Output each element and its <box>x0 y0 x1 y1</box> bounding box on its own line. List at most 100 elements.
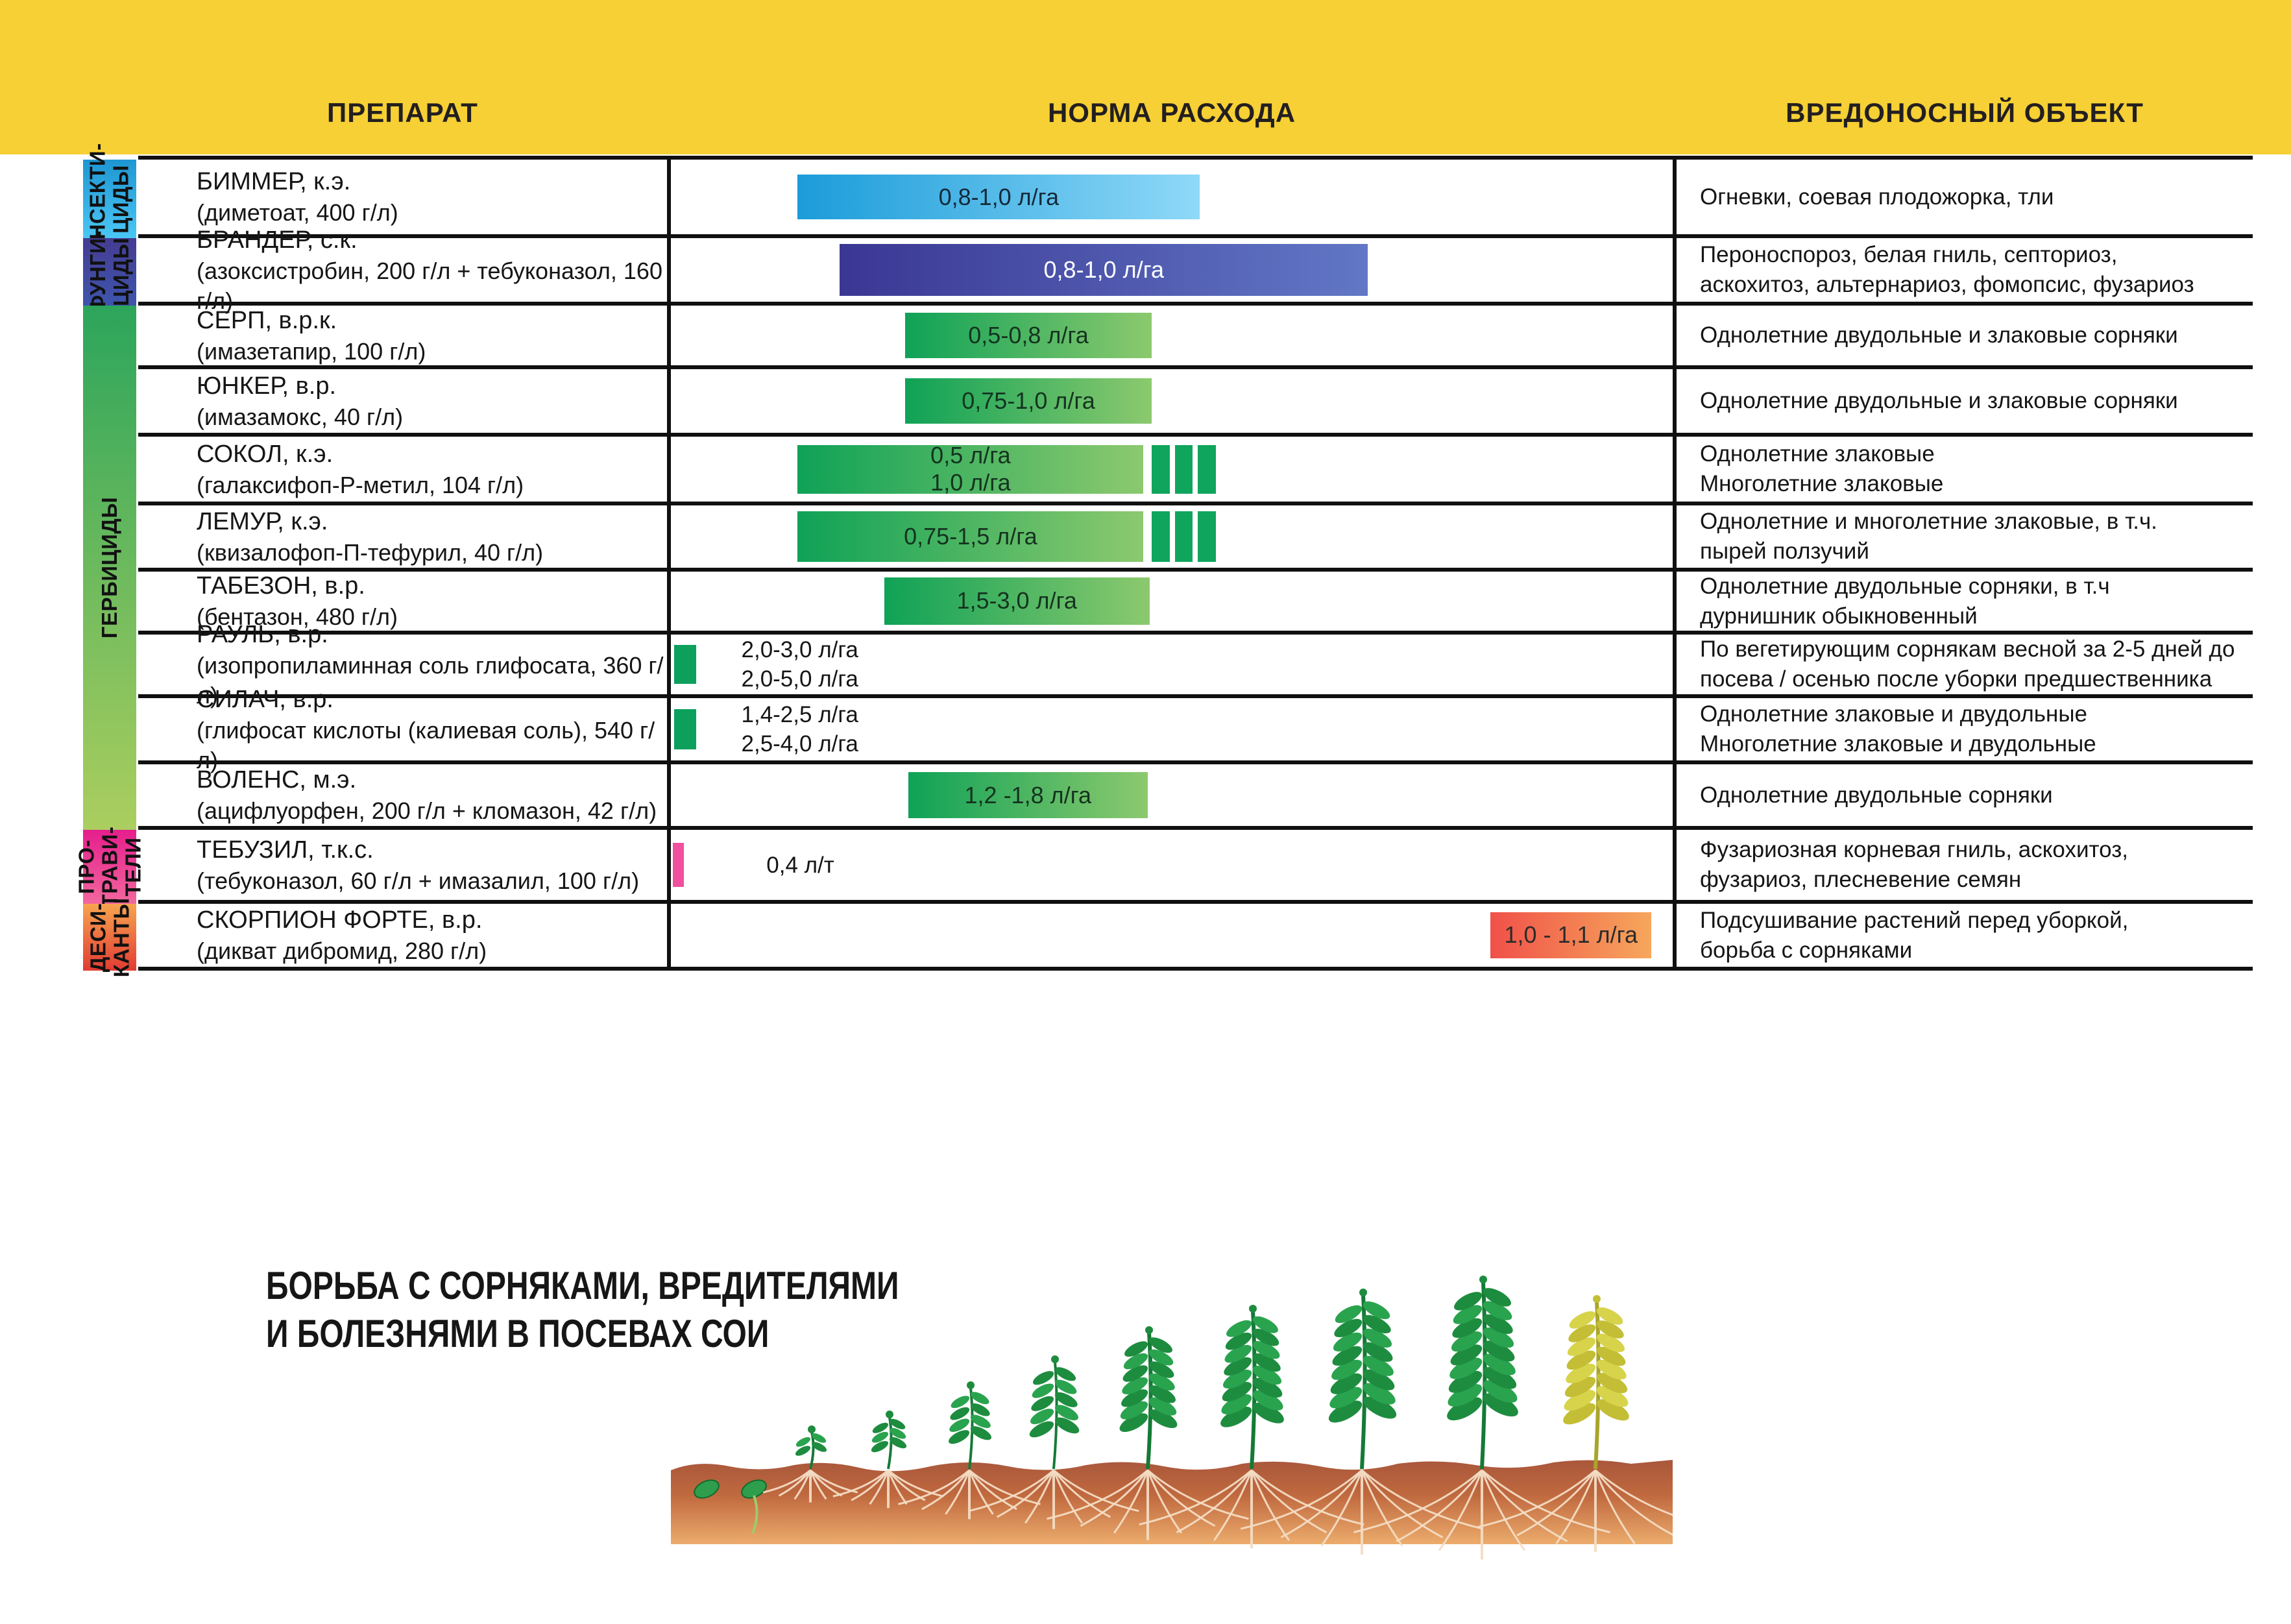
seed <box>694 1479 720 1499</box>
column-divider-2 <box>1673 156 1677 971</box>
plant-top-bud <box>967 1381 975 1389</box>
roots <box>969 1469 1041 1505</box>
rate-cell: 1,2 -1,8 л/га <box>671 764 1677 826</box>
leaf <box>1252 1316 1278 1333</box>
roots <box>996 1470 1055 1518</box>
leaf <box>1596 1399 1629 1421</box>
rate-bar: 1,2 -1,8 л/га <box>908 771 1148 819</box>
roots <box>1047 1469 1148 1520</box>
leaf <box>1124 1341 1148 1357</box>
roots <box>1053 1469 1139 1512</box>
plant-top-bud <box>1145 1326 1153 1334</box>
roots <box>1139 1469 1252 1526</box>
growth-illustration <box>671 1276 1673 1560</box>
leaf <box>1220 1406 1252 1427</box>
stem <box>1360 1294 1367 1470</box>
roots <box>1438 1470 1483 1551</box>
rate-label: 2,0-3,0 л/га <box>741 637 858 662</box>
plant-top-bud <box>1249 1305 1257 1313</box>
rate-label: 2,5-4,0 л/га <box>741 731 858 757</box>
rate-cell: 1,5-3,0 л/га <box>671 572 1677 631</box>
table-row: БИММЕР, к.э. (диметоат, 400 г/л) 0,8-1,0 л… <box>138 160 2253 238</box>
target-cell: Огневки, соевая плодожорка, тли <box>1677 160 2253 234</box>
roots <box>1481 1470 1568 1542</box>
leaf <box>1332 1346 1363 1366</box>
roots <box>968 1470 1017 1510</box>
target-cell: Однолетние двудольные и злаковые сорняки <box>1677 369 2253 433</box>
target-cell: Однолетние злаковые Многолетние злаковые <box>1677 437 2253 502</box>
rate-label: 0,5-0,8 л/га <box>968 321 1089 348</box>
leaf <box>1454 1292 1483 1311</box>
roots <box>1594 1470 1673 1536</box>
rate-bar-segment <box>1151 511 1170 563</box>
target-text: Однолетние двудольные сорняки, в т.ч <box>1700 573 2110 599</box>
rate-swatch <box>673 709 696 750</box>
roots <box>1361 1469 1484 1530</box>
soil <box>671 1460 1673 1544</box>
leaf <box>1363 1369 1395 1390</box>
roots <box>1481 1469 1610 1534</box>
roots <box>1213 1470 1253 1541</box>
page-title-line1: БОРЬБА С СОРНЯКАМИ, ВРЕДИТЕЛЯМИ <box>266 1264 899 1307</box>
roots <box>1594 1470 1636 1545</box>
leaf <box>1148 1349 1174 1366</box>
rate-cell: 0,5-0,8 л/га <box>671 306 1677 365</box>
product-ingredient: (азоксистробин, 200 г/л + тебуконазол, 1… <box>197 257 662 314</box>
leaf <box>1054 1405 1078 1421</box>
rate-cell: 2,0-3,0 л/га 2,0-5,0 л/га <box>671 635 1677 694</box>
roots <box>1113 1470 1149 1534</box>
leaf <box>1031 1396 1054 1411</box>
rate-label: 1,0 - 1,1 л/га <box>1504 921 1638 949</box>
rate-bar: 0,75-1,5 л/га <box>797 511 1144 563</box>
plant-top-bud <box>1051 1355 1059 1363</box>
rate-cell: 0,5 л/га 1,0 л/га <box>671 437 1677 502</box>
rate-label: 1,0 л/га <box>930 469 1011 496</box>
plant-stage-5 <box>898 1381 1041 1520</box>
leaf <box>1222 1369 1252 1389</box>
leaf <box>1596 1307 1623 1325</box>
plant-stage-10 <box>1353 1276 1610 1560</box>
table-rows: БИММЕР, к.э. (диметоат, 400 г/л) 0,8-1,0 л… <box>138 156 2253 971</box>
leaf <box>1483 1353 1516 1376</box>
leaf <box>950 1407 970 1420</box>
leaf <box>1596 1333 1625 1352</box>
leaf <box>1363 1383 1396 1405</box>
roots <box>1516 1470 1597 1536</box>
table-row: ТЕБУЗИЛ, т.к.с. (тебуконазол, 60 г/л + им… <box>138 830 2253 904</box>
sidebar-band-label: ФУНГИ- ЦИДЫ <box>86 230 133 313</box>
target-text: Однолетние и многолетние злаковые, в т.ч… <box>1700 509 2157 534</box>
leaf <box>970 1426 991 1440</box>
leaf <box>811 1433 827 1443</box>
target-text: Многолетние злаковые <box>1700 471 1944 496</box>
leaf <box>1252 1390 1283 1411</box>
target-cell: По вегетирующим сорнякам весной за 2-5 д… <box>1677 635 2253 694</box>
leaf <box>1226 1320 1252 1337</box>
plant-stage-11 <box>1477 1295 1673 1553</box>
header-band <box>0 0 2291 154</box>
rate-label: 0,8-1,0 л/га <box>1043 256 1164 283</box>
product-name: ВОЛЕНС, м.э. <box>197 766 357 794</box>
product-ingredient: (ацифлуорфен, 200 г/л + кломазон, 42 г/л… <box>197 797 657 824</box>
rate-bar: 0,8-1,0 л/га <box>797 175 1200 219</box>
product-cell: ТЕБУЗИЛ, т.к.с. (тебуконазол, 60 г/л + им… <box>138 830 671 900</box>
roots <box>851 1470 890 1501</box>
plant-stage-6 <box>968 1355 1139 1529</box>
page-title: БОРЬБА С СОРНЯКАМИ, ВРЕДИТЕЛЯМИ И БОЛЕЗН… <box>266 1262 899 1358</box>
leaf <box>889 1427 906 1439</box>
leaf <box>1252 1377 1283 1398</box>
rate-text: 1,4-2,5 л/га 2,5-4,0 л/га <box>742 698 858 760</box>
product-ingredient: (бентазон, 480 г/л) <box>197 603 398 630</box>
target-text: Однолетние двудольные сорняки <box>1700 782 2053 808</box>
rate-text: 2,0-3,0 л/га 2,0-5,0 л/га <box>742 635 858 694</box>
target-text: Однолетние злаковые <box>1700 441 1935 467</box>
rate-label: 0,4 л/т <box>766 852 834 878</box>
rate-label: 1,4-2,5 л/га <box>741 702 858 727</box>
leaf <box>949 1418 970 1432</box>
roots <box>1353 1469 1483 1534</box>
stem <box>1480 1281 1487 1470</box>
leaf <box>795 1446 811 1456</box>
target-text: Пероноспороз, белая гниль, септориоз, <box>1700 242 2118 267</box>
leaf <box>1363 1396 1397 1419</box>
leaf <box>1363 1355 1394 1376</box>
